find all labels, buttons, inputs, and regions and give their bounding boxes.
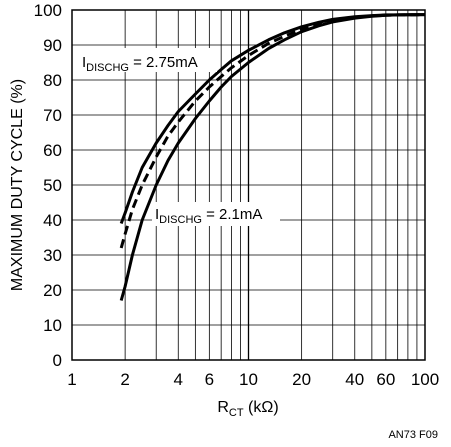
series-line-3 <box>119 13 426 301</box>
y-tick-label-0: 0 <box>53 351 62 370</box>
x-tick-label-2: 2 <box>120 370 129 389</box>
series-layer <box>119 13 426 301</box>
y-tick-label-60: 60 <box>43 141 62 160</box>
y-axis-label: MAXIMUM DUTY CYCLE (%) <box>9 79 26 291</box>
annotation-2-1ma-main: I <box>155 206 159 223</box>
x-tick-label-40: 40 <box>345 370 364 389</box>
annotation-2-75ma: IDISCHG = 2.75mA <box>79 48 217 74</box>
x-tick-label-20: 20 <box>292 370 311 389</box>
x-axis-label-sub: CT <box>229 407 244 419</box>
annotation-2-1ma-bg <box>152 202 280 226</box>
plot-frame <box>71 9 426 361</box>
y-tick-label-50: 50 <box>43 176 62 195</box>
annotation-2-1ma-label: IDISCHG = 2.1mA <box>155 206 262 226</box>
figure-id: AN73 F09 <box>388 429 438 441</box>
annotation-2-1ma: IDISCHG = 2.1mA <box>152 202 280 226</box>
x-tick-label-1: 1 <box>67 370 76 389</box>
x-axis-label: RCT (kΩ) <box>217 399 278 419</box>
annotation-2-75ma-bg <box>79 48 217 72</box>
x-tick-label-60: 60 <box>376 370 395 389</box>
x-tick-label-4: 4 <box>174 370 183 389</box>
annotation-2-1ma-sub: DISCHG <box>159 214 202 226</box>
annotation-2-75ma-label: IDISCHG = 2.75mA <box>82 54 198 74</box>
annotation-2-1ma-rest: = 2.1mA <box>202 206 262 223</box>
annotation-2-75ma-sub: DISCHG <box>86 62 129 74</box>
y-tick-label-40: 40 <box>43 211 62 230</box>
x-tick-label-100: 100 <box>411 370 439 389</box>
x-axis-label-unit: (kΩ) <box>244 399 279 416</box>
x-tick-label-6: 6 <box>205 370 214 389</box>
y-tick-label-70: 70 <box>43 106 62 125</box>
annotation-2-75ma-main: I <box>82 54 86 71</box>
tick-labels: 0 10 20 30 40 50 60 70 80 90 100 1 2 4 6 10 20 40 60 100 <box>34 1 440 389</box>
x-axis-label-main: R <box>217 399 229 416</box>
y-tick-label-30: 30 <box>43 246 62 265</box>
y-tick-label-20: 20 <box>43 281 62 300</box>
y-tick-label-10: 10 <box>43 316 62 335</box>
y-tick-label-90: 90 <box>43 36 62 55</box>
x-tick-label-10: 10 <box>239 370 258 389</box>
y-tick-label-100: 100 <box>34 1 62 20</box>
y-tick-label-80: 80 <box>43 71 62 90</box>
annotation-2-75ma-rest: = 2.75mA <box>129 54 198 71</box>
